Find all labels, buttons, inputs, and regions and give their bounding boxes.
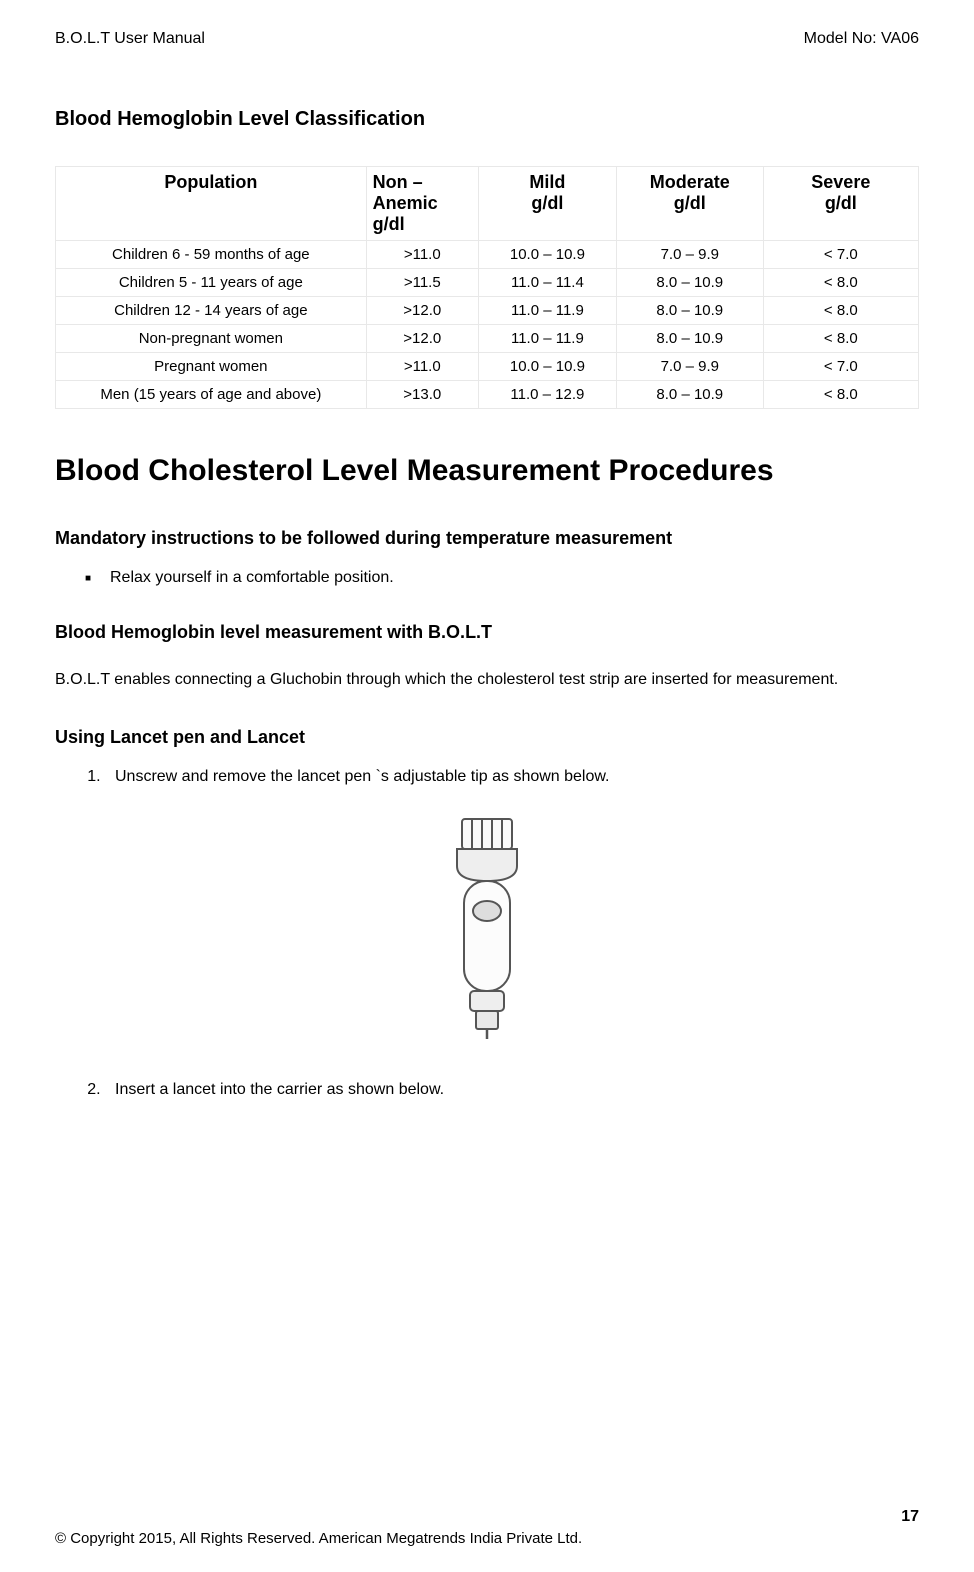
- header-left: B.O.L.T User Manual: [55, 30, 205, 48]
- header-right: Model No: VA06: [804, 30, 919, 48]
- table-header-row: Population Non –Anemicg/dl Mildg/dl Mode…: [56, 167, 919, 241]
- table-cell: >12.0: [366, 297, 478, 325]
- table-cell: >11.0: [366, 353, 478, 381]
- th-text: Moderateg/dl: [650, 172, 730, 213]
- table-header-cell: Moderateg/dl: [616, 167, 763, 241]
- table-cell: < 8.0: [763, 269, 918, 297]
- table-body: Children 6 - 59 months of age >11.0 10.0…: [56, 241, 919, 409]
- table-cell: >13.0: [366, 381, 478, 409]
- page-number: 17: [55, 1508, 919, 1526]
- table-cell: Children 6 - 59 months of age: [56, 241, 367, 269]
- main-heading: Blood Cholesterol Level Measurement Proc…: [55, 454, 919, 488]
- table-cell: 11.0 – 11.9: [478, 325, 616, 353]
- lancet-pen-figure: [55, 811, 919, 1046]
- table-row: Men (15 years of age and above) >13.0 11…: [56, 381, 919, 409]
- table-cell: 8.0 – 10.9: [616, 381, 763, 409]
- table-row: Children 12 - 14 years of age >12.0 11.0…: [56, 297, 919, 325]
- mandatory-list: Relax yourself in a comfortable position…: [55, 569, 919, 587]
- table-cell: 11.0 – 11.4: [478, 269, 616, 297]
- sub-heading-mandatory: Mandatory instructions to be followed du…: [55, 528, 919, 549]
- table-cell: >11.5: [366, 269, 478, 297]
- table-cell: Children 12 - 14 years of age: [56, 297, 367, 325]
- sub-heading-lancet: Using Lancet pen and Lancet: [55, 727, 919, 748]
- table-header-cell: Population: [56, 167, 367, 241]
- sub-heading-measurement: Blood Hemoglobin level measurement with …: [55, 622, 919, 643]
- table-row: Children 6 - 59 months of age >11.0 10.0…: [56, 241, 919, 269]
- lancet-pen-icon: [402, 811, 572, 1041]
- table-row: Children 5 - 11 years of age >11.5 11.0 …: [56, 269, 919, 297]
- table-cell: Non-pregnant women: [56, 325, 367, 353]
- th-text: Mildg/dl: [529, 172, 565, 213]
- lancet-steps-continued: Insert a lancet into the carrier as show…: [55, 1081, 919, 1099]
- table-cell: 11.0 – 12.9: [478, 381, 616, 409]
- th-text: Severeg/dl: [811, 172, 870, 213]
- table-cell: < 7.0: [763, 241, 918, 269]
- body-paragraph: B.O.L.T enables connecting a Gluchobin t…: [55, 663, 919, 697]
- list-item: Relax yourself in a comfortable position…: [85, 569, 919, 587]
- table-cell: 11.0 – 11.9: [478, 297, 616, 325]
- table-header-cell: Non –Anemicg/dl: [366, 167, 478, 241]
- th-text: Non –Anemicg/dl: [373, 172, 438, 234]
- table-cell: < 7.0: [763, 353, 918, 381]
- table-cell: < 8.0: [763, 325, 918, 353]
- table-cell: < 8.0: [763, 297, 918, 325]
- table-header-cell: Mildg/dl: [478, 167, 616, 241]
- section-title-classification: Blood Hemoglobin Level Classification: [55, 108, 919, 131]
- table-header-cell: Severeg/dl: [763, 167, 918, 241]
- table-cell: < 8.0: [763, 381, 918, 409]
- list-item: Unscrew and remove the lancet pen `s adj…: [105, 768, 919, 786]
- table-cell: 8.0 – 10.9: [616, 325, 763, 353]
- table-row: Pregnant women >11.0 10.0 – 10.9 7.0 – 9…: [56, 353, 919, 381]
- table-row: Non-pregnant women >12.0 11.0 – 11.9 8.0…: [56, 325, 919, 353]
- table-cell: 8.0 – 10.9: [616, 297, 763, 325]
- list-item: Insert a lancet into the carrier as show…: [105, 1081, 919, 1099]
- table-cell: >12.0: [366, 325, 478, 353]
- table-cell: Pregnant women: [56, 353, 367, 381]
- table-cell: Men (15 years of age and above): [56, 381, 367, 409]
- lancet-steps: Unscrew and remove the lancet pen `s adj…: [55, 768, 919, 786]
- table-cell: 7.0 – 9.9: [616, 353, 763, 381]
- table-cell: Children 5 - 11 years of age: [56, 269, 367, 297]
- page-header: B.O.L.T User Manual Model No: VA06: [55, 30, 919, 48]
- table-cell: 10.0 – 10.9: [478, 353, 616, 381]
- table-cell: 10.0 – 10.9: [478, 241, 616, 269]
- hemoglobin-table: Population Non –Anemicg/dl Mildg/dl Mode…: [55, 166, 919, 409]
- table-cell: 8.0 – 10.9: [616, 269, 763, 297]
- table-cell: 7.0 – 9.9: [616, 241, 763, 269]
- copyright-text: © Copyright 2015, All Rights Reserved. A…: [55, 1530, 919, 1547]
- table-cell: >11.0: [366, 241, 478, 269]
- page-footer: 17 © Copyright 2015, All Rights Reserved…: [55, 1508, 919, 1547]
